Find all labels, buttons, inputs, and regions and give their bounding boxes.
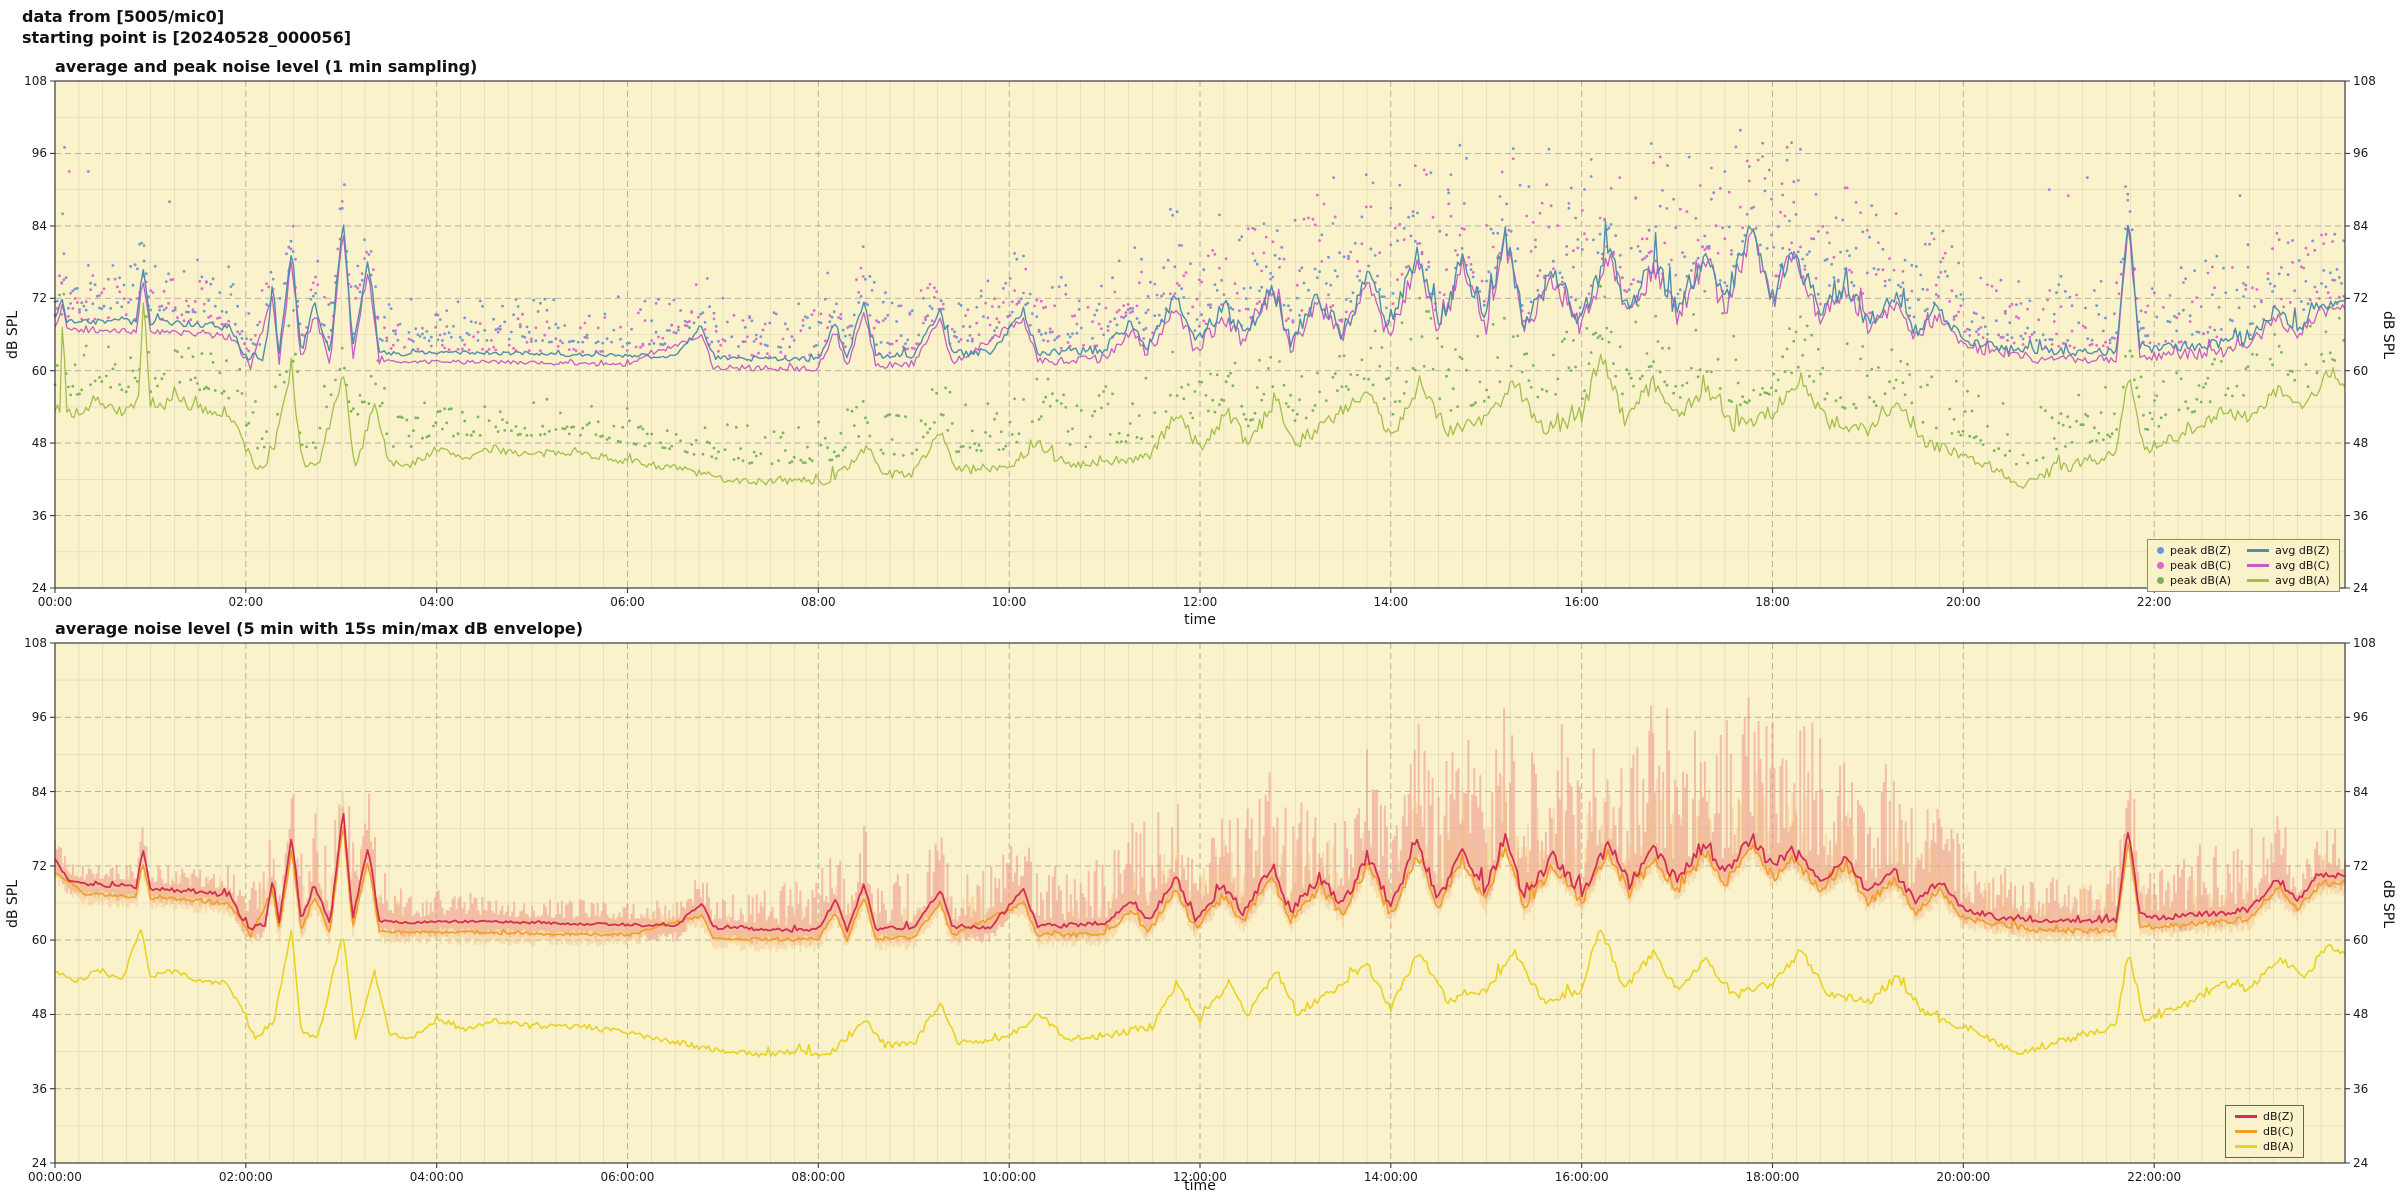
chart-1	[50, 80, 2350, 593]
series-db-c	[54, 826, 2346, 943]
series-avg-db-z	[54, 220, 2346, 363]
series-avg-db-c	[54, 227, 2346, 372]
series-avg-db-a	[54, 302, 2346, 489]
chart-2	[50, 642, 2350, 1168]
series-db-z	[54, 812, 2346, 933]
axis-tick-marks	[50, 80, 2350, 593]
series-db-a	[54, 929, 2346, 1058]
axis-tick-marks	[50, 642, 2350, 1168]
